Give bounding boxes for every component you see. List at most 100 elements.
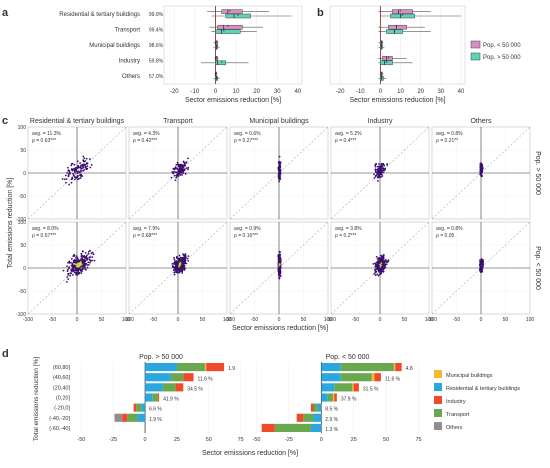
- scatter-point: [82, 250, 84, 253]
- diagonal-line: [330, 126, 430, 220]
- panel-letter-d: d: [2, 348, 9, 360]
- x-tick-label: -50: [77, 437, 85, 443]
- scatter-point: [481, 166, 484, 169]
- scatter-point: [278, 155, 281, 158]
- scatter-point: [173, 170, 175, 173]
- diagonal-line: [128, 126, 228, 220]
- bar-segment: [327, 393, 333, 402]
- mean-marker: *: [381, 45, 383, 51]
- stat-avg: avg. = 3.8%: [335, 226, 362, 232]
- x-tick-label: 0: [320, 437, 323, 443]
- y-tick-label: -100: [16, 217, 26, 223]
- stat-rho: ρ = 0.42***: [133, 138, 157, 144]
- stat-avg: avg. = 8.0%: [32, 226, 59, 232]
- scatter-point: [82, 160, 85, 163]
- y-tick-label: 0: [23, 266, 26, 272]
- column-title: Residential & tertiary buildings: [30, 118, 125, 125]
- stat-avg: avg. = 0.8%: [436, 226, 463, 232]
- scatter-point: [81, 261, 84, 264]
- x-tick-label: -10: [356, 89, 365, 95]
- scatter-point: [85, 162, 88, 165]
- scatter-point: [479, 262, 482, 265]
- scatter-point: [377, 258, 380, 260]
- scatter-point: [173, 271, 176, 274]
- scatter-point: [71, 176, 74, 179]
- scatter-point: [80, 254, 83, 257]
- legend-swatch: [434, 383, 442, 391]
- scatter-point: [178, 165, 181, 168]
- scatter-point: [79, 165, 82, 168]
- scatter-point: [380, 267, 383, 270]
- scatter-point: [175, 268, 178, 271]
- scatter-point: [66, 265, 68, 268]
- scatter-point: [381, 268, 384, 271]
- bar-label: 4.8: [406, 366, 413, 372]
- scatter-point: [70, 164, 73, 167]
- scatter-point: [376, 264, 378, 266]
- scatter-point: [66, 280, 68, 283]
- scatter-point: [380, 175, 382, 178]
- scatter-point: [79, 263, 82, 266]
- scatter-point: [79, 259, 82, 262]
- scatter-point: [480, 168, 483, 171]
- scatter-point: [64, 174, 67, 177]
- scatter-point: [176, 161, 179, 164]
- panel-letter-b: b: [317, 7, 324, 19]
- box: [215, 60, 227, 66]
- x-tick-label: 0: [379, 89, 383, 95]
- scatter-point: [72, 174, 75, 177]
- scatter-point: [73, 266, 76, 269]
- scatter-point: [376, 273, 379, 276]
- column-title: Others: [470, 118, 492, 125]
- scatter-point: [378, 270, 381, 273]
- x-tick-label: -20: [170, 89, 179, 95]
- scatter-point: [73, 163, 76, 166]
- x-tick-label: -10: [191, 89, 200, 95]
- scatter-point: [187, 166, 190, 169]
- scatter-point: [378, 163, 380, 165]
- scatter-point: [187, 259, 190, 262]
- bar-segment: [352, 383, 354, 392]
- scatter-point: [382, 167, 385, 170]
- scatter-point: [479, 267, 481, 270]
- x-tick-label: -50: [150, 317, 157, 323]
- legend-swatch: [434, 370, 442, 378]
- scatter-point: [86, 264, 89, 266]
- column-title: Municipal buildings: [249, 118, 309, 125]
- scatter-point: [81, 165, 84, 168]
- scatter-point: [181, 169, 184, 171]
- scatter-point: [66, 269, 69, 271]
- legend-swatch: [470, 40, 481, 49]
- scatter-point: [81, 267, 84, 270]
- scatter-point: [278, 173, 281, 176]
- mean-marker: *: [381, 76, 383, 82]
- scatter-point: [80, 167, 83, 170]
- category-label: (20,40]: [53, 385, 71, 391]
- scatter-point: [86, 266, 89, 269]
- x-tick-label: 0: [480, 317, 483, 323]
- scatter-point: [87, 250, 90, 253]
- scatter-point: [70, 272, 73, 275]
- bar-segment: [340, 373, 372, 382]
- scatter-point: [71, 265, 74, 268]
- x-tick-label: 25: [351, 437, 357, 443]
- x-tick-label: -50: [352, 317, 359, 323]
- scatter-point: [183, 162, 186, 165]
- scatter-point: [86, 257, 89, 260]
- scatter-point: [88, 158, 91, 160]
- stat-rho: ρ = 0.68***: [133, 233, 157, 239]
- scatter-point: [378, 264, 380, 267]
- scatter-point: [71, 168, 74, 171]
- scatter-point: [91, 251, 94, 254]
- scatter-point: [278, 260, 281, 263]
- scatter-point: [277, 274, 280, 276]
- scatter-point: [278, 167, 281, 170]
- scatter-point: [87, 261, 90, 264]
- bar-segment: [353, 383, 359, 392]
- x-tick-label: 30: [437, 89, 444, 95]
- legend-label: Municipal buildings: [446, 373, 493, 379]
- scatter-point: [278, 163, 281, 166]
- scatter-point: [74, 167, 77, 170]
- scatter-point: [91, 256, 94, 258]
- scatter-point: [176, 163, 179, 166]
